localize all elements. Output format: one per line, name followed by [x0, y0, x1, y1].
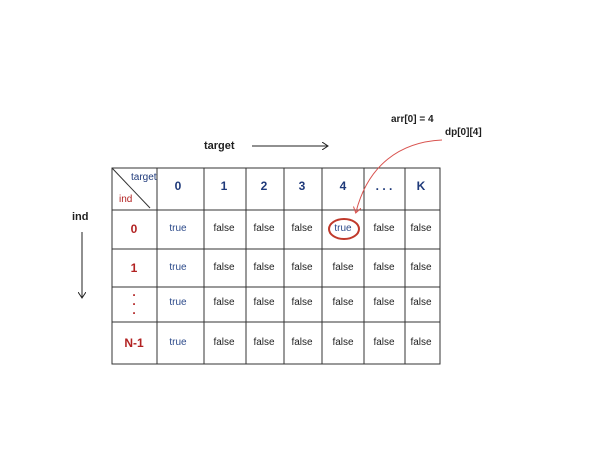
- column-header: 2: [260, 179, 268, 193]
- column-header: 4: [339, 179, 347, 193]
- dp-annotation: dp[0][4]: [445, 127, 482, 138]
- table-cell: true: [169, 337, 187, 348]
- table-cell: false: [332, 337, 354, 348]
- table-cell: true: [334, 223, 352, 234]
- row-label: N-1: [124, 336, 144, 350]
- table-cell: false: [291, 337, 313, 348]
- column-header: 0: [174, 179, 182, 193]
- table-cell: false: [332, 262, 354, 273]
- table-cell: false: [253, 297, 275, 308]
- ind-axis-label: ind: [72, 211, 89, 223]
- table-cell: false: [410, 297, 432, 308]
- row-label: 1: [130, 261, 138, 275]
- table-cell: false: [291, 223, 313, 234]
- table-cell: true: [169, 262, 187, 273]
- row-label: 0: [130, 222, 138, 236]
- table-cell: false: [291, 297, 313, 308]
- column-header: . . .: [375, 179, 393, 193]
- column-header: K: [416, 179, 426, 193]
- table-cell: false: [253, 223, 275, 234]
- corner-ind-label: ind: [119, 194, 133, 205]
- table-cell: false: [253, 262, 275, 273]
- table-cell: false: [410, 337, 432, 348]
- table-cell: false: [373, 262, 395, 273]
- column-header: 3: [298, 179, 306, 193]
- table-grid: [111, 167, 441, 365]
- target-axis-label: target: [204, 140, 235, 152]
- table-cell: false: [253, 337, 275, 348]
- table-cell: true: [169, 297, 187, 308]
- table-cell: true: [169, 223, 187, 234]
- table-cell: false: [410, 262, 432, 273]
- corner-diagonal: [111, 167, 151, 209]
- table-cell: false: [332, 297, 354, 308]
- row-label: . . .: [132, 285, 136, 317]
- table-cell: false: [213, 297, 235, 308]
- table-cell: false: [291, 262, 313, 273]
- highlight-ring: [328, 218, 360, 240]
- table-cell: false: [213, 262, 235, 273]
- table-cell: false: [410, 223, 432, 234]
- corner-target-label: target: [131, 172, 157, 183]
- table-cell: false: [373, 337, 395, 348]
- arr-annotation: arr[0] = 4: [391, 114, 434, 125]
- table-cell: false: [373, 297, 395, 308]
- table-cell: false: [213, 337, 235, 348]
- table-cell: false: [213, 223, 235, 234]
- column-header: 1: [220, 179, 228, 193]
- table-cell: false: [373, 223, 395, 234]
- annotation-arrow: [356, 139, 443, 212]
